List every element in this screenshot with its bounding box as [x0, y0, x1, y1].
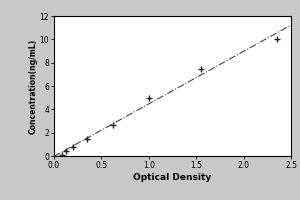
Y-axis label: Concentration(ng/mL): Concentration(ng/mL)	[29, 38, 38, 134]
X-axis label: Optical Density: Optical Density	[134, 173, 212, 182]
